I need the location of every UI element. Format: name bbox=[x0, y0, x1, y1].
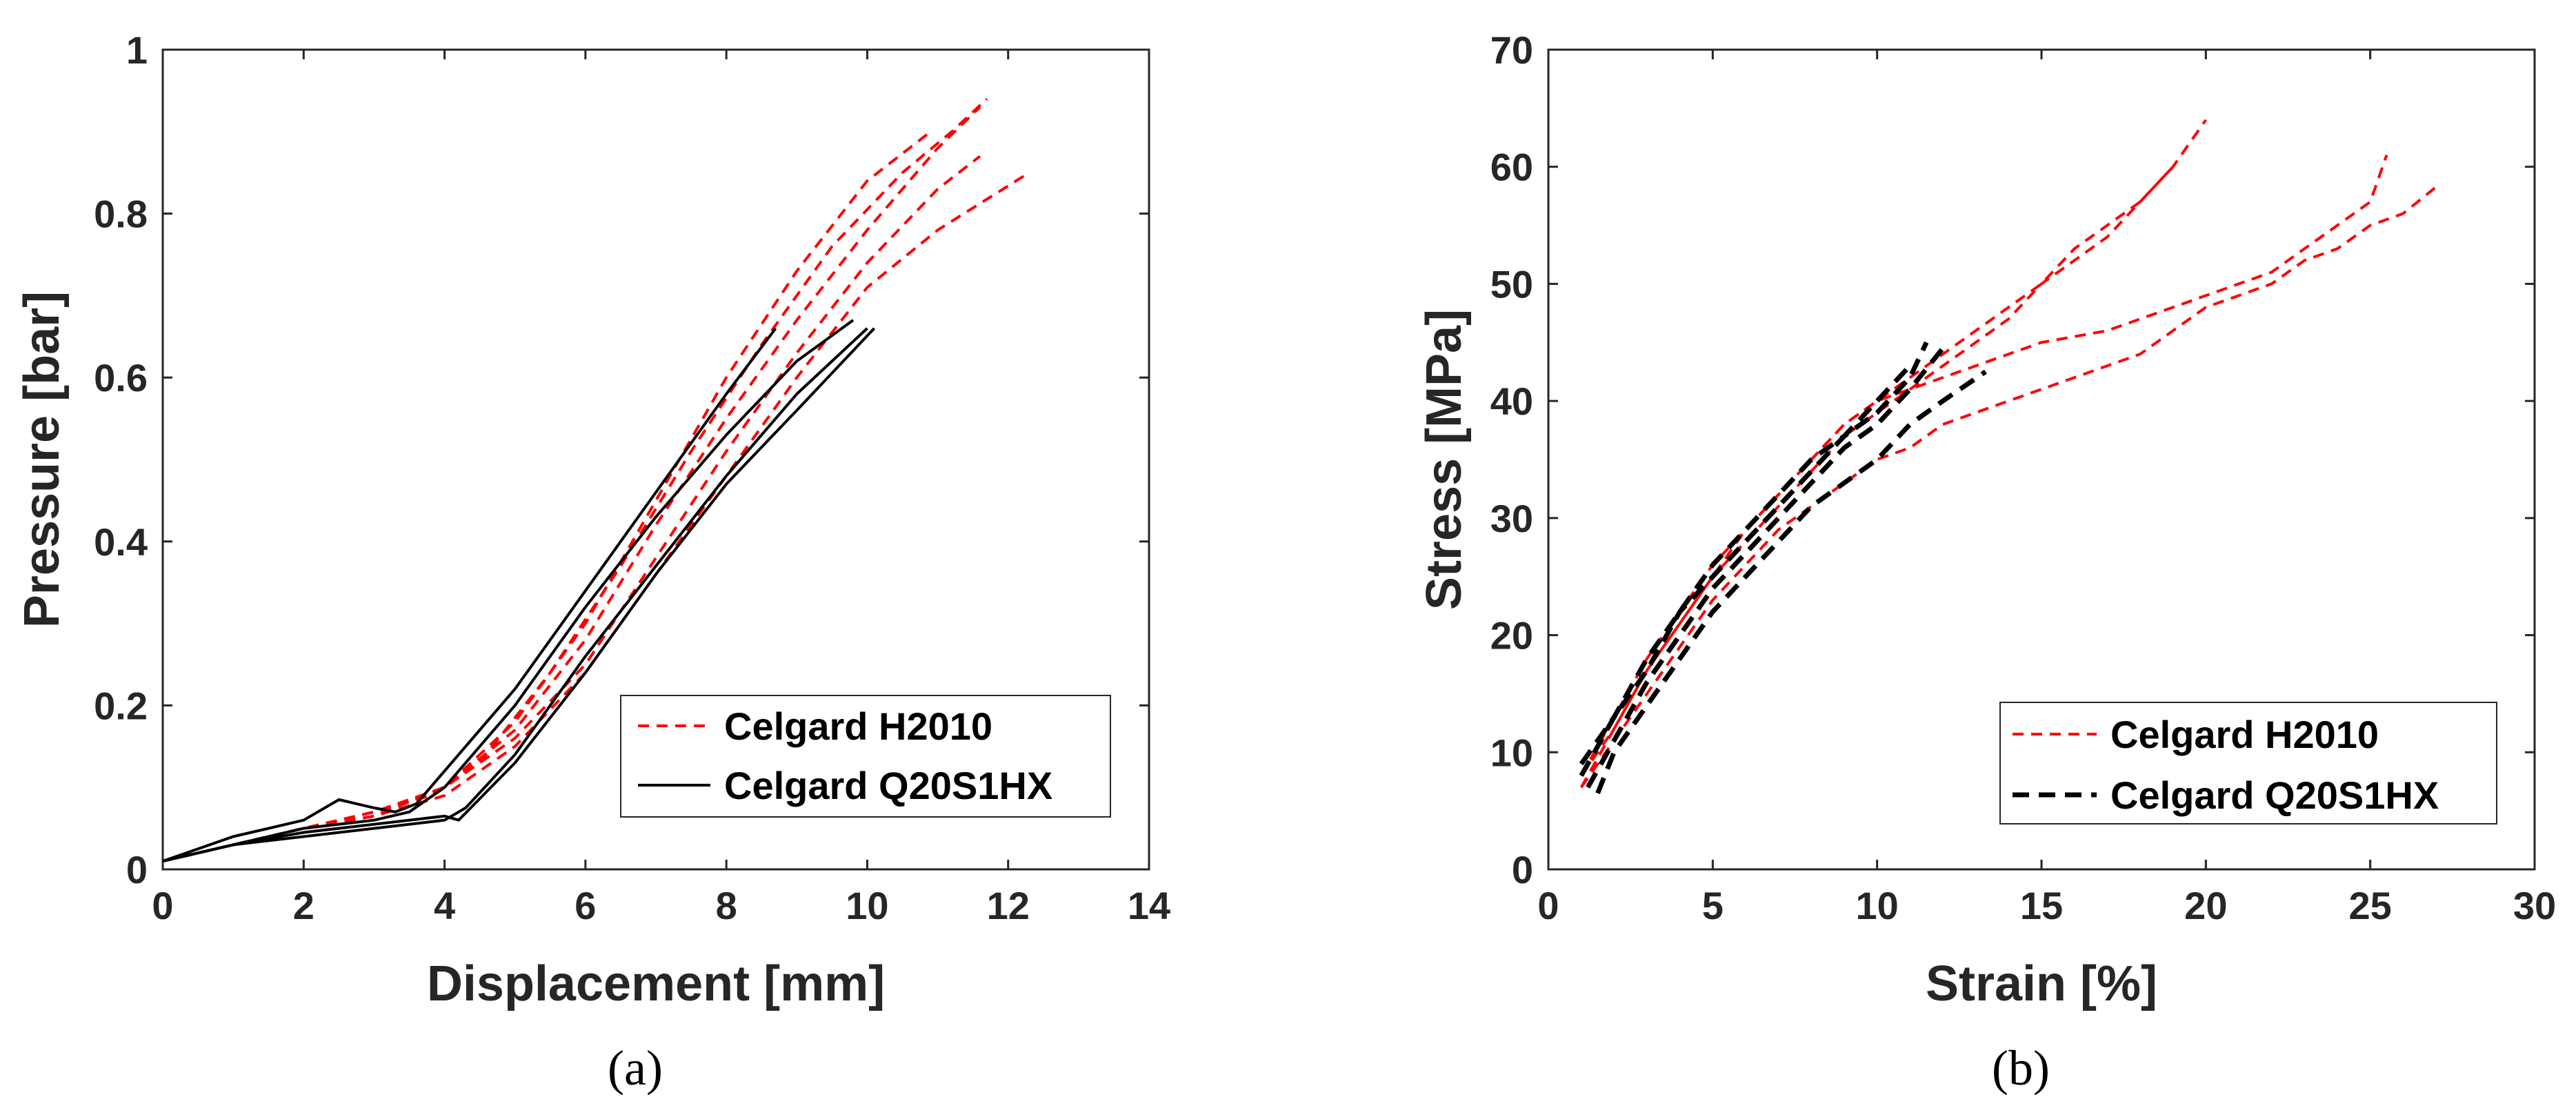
y-tick-label: 10 bbox=[1490, 731, 1533, 774]
x-tick-label: 30 bbox=[2513, 884, 2556, 927]
series-line-q20-b bbox=[1579, 341, 1929, 777]
x-tick-label: 5 bbox=[1702, 884, 1724, 927]
x-tick-label: 25 bbox=[2349, 884, 2392, 927]
x-axis-label-b: Strain [%] bbox=[1926, 956, 2157, 1011]
legend-label-q20-a: Celgard Q20S1HX bbox=[724, 764, 1052, 807]
x-ticks-a: 0 2 4 6 8 10 12 14 bbox=[152, 50, 1170, 927]
x-tick-label: 20 bbox=[2184, 884, 2227, 927]
y-tick-label: 30 bbox=[1490, 497, 1533, 540]
y-axis-label-a: Pressure [bar] bbox=[14, 291, 70, 628]
y-tick-label: 40 bbox=[1490, 379, 1533, 423]
y-tick-label: 0.4 bbox=[94, 520, 148, 564]
y-tick-label: 0 bbox=[1512, 848, 1533, 891]
series-line-h2010-a bbox=[163, 155, 981, 863]
chart-panel-a: 0 2 4 6 8 10 12 14 0 0.2 0.4 0.6 0.8 1 Displacement … bbox=[14, 28, 1170, 1096]
series-line-h2010-a bbox=[163, 171, 1030, 863]
legend-b: Celgard H2010 Celgard Q20S1HX bbox=[1999, 702, 2497, 824]
x-tick-label: 8 bbox=[716, 884, 737, 927]
x-tick-label: 6 bbox=[575, 884, 596, 927]
series-line-q20-a bbox=[163, 327, 876, 863]
legend-box-a bbox=[620, 695, 1111, 818]
x-tick-label: 15 bbox=[2020, 884, 2063, 927]
x-axis-label-a: Displacement [mm] bbox=[427, 956, 885, 1011]
panel-label-b: (b) bbox=[1992, 1040, 2050, 1096]
y-tick-label: 50 bbox=[1490, 262, 1533, 306]
x-ticks-b: 0 5 10 15 20 25 30 bbox=[1537, 50, 2556, 927]
panel-label-a: (a) bbox=[608, 1040, 663, 1096]
y-tick-label: 1 bbox=[126, 28, 148, 72]
x-tick-label: 0 bbox=[152, 884, 173, 927]
series-line-h2010-a bbox=[163, 106, 981, 863]
y-tick-label: 0 bbox=[126, 848, 148, 891]
series-line-h2010-b bbox=[1580, 183, 2441, 789]
y-tick-label: 0.2 bbox=[94, 684, 148, 727]
legend-a: Celgard H2010 Celgard Q20S1HX bbox=[620, 695, 1111, 818]
x-tick-label: 4 bbox=[434, 884, 455, 927]
y-axis-label-b: Stress [MPa] bbox=[1417, 309, 1472, 610]
x-tick-label: 10 bbox=[846, 884, 888, 927]
x-tick-label: 2 bbox=[293, 884, 314, 927]
series-line-q20-a bbox=[163, 327, 777, 862]
x-tick-label: 0 bbox=[1537, 884, 1559, 927]
series-b bbox=[1579, 119, 2441, 795]
y-tick-label: 60 bbox=[1490, 146, 1533, 189]
y-tick-label: 0.6 bbox=[94, 356, 148, 399]
y-ticks-a: 0 0.2 0.4 0.6 0.8 1 bbox=[94, 28, 1149, 891]
series-a bbox=[163, 97, 1030, 863]
legend-label-h2010-b: Celgard H2010 bbox=[2110, 713, 2379, 756]
legend-label-h2010-a: Celgard H2010 bbox=[724, 704, 992, 748]
y-tick-label: 0.8 bbox=[94, 192, 148, 236]
y-tick-label: 70 bbox=[1490, 28, 1533, 72]
legend-box-b bbox=[1999, 702, 2497, 824]
series-line-q20-a bbox=[163, 327, 868, 863]
x-tick-label: 10 bbox=[1856, 884, 1899, 927]
series-line-h2010-b bbox=[1579, 119, 2207, 777]
series-line-q20-a bbox=[163, 319, 855, 863]
legend-label-q20-b: Celgard Q20S1HX bbox=[2110, 773, 2439, 817]
x-tick-label: 12 bbox=[987, 884, 1030, 927]
series-line-q20-b bbox=[1586, 346, 1945, 789]
y-tick-label: 20 bbox=[1490, 614, 1533, 658]
y-ticks-b: 0 10 20 30 40 50 60 70 bbox=[1490, 28, 2535, 891]
x-tick-label: 14 bbox=[1128, 884, 1170, 927]
series-line-h2010-b bbox=[1579, 166, 2175, 789]
